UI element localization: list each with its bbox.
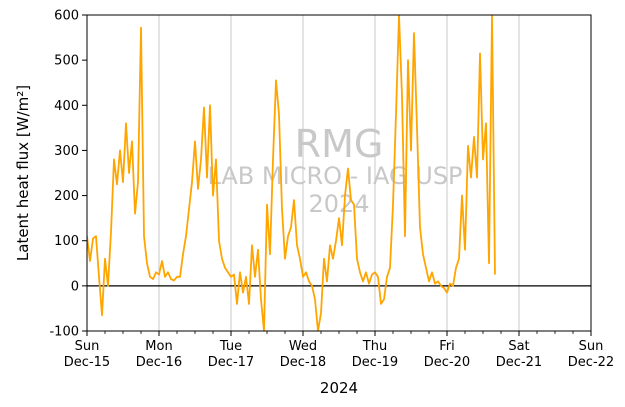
watermark-line1: RMG xyxy=(295,122,384,166)
y-tick-label: 600 xyxy=(54,9,79,24)
y-tick-label: -100 xyxy=(49,325,79,340)
x-tick-date: Dec-19 xyxy=(352,355,398,370)
x-tick-day: Wed xyxy=(289,339,317,354)
x-tick-date: Dec-21 xyxy=(496,355,542,370)
x-tick-day: Sat xyxy=(508,339,529,354)
x-tick-date: Dec-18 xyxy=(280,355,326,370)
y-tick-label: 200 xyxy=(54,189,79,204)
watermark-line2: LAB MICRO - IAG USP xyxy=(207,162,462,190)
x-tick-day: Fri xyxy=(439,339,455,354)
x-tick-date: Dec-22 xyxy=(568,355,614,370)
x-tick-day: Sun xyxy=(75,339,100,354)
x-axis-label: 2024 xyxy=(320,379,358,397)
x-tick-day: Thu xyxy=(362,339,387,354)
y-tick-label: 300 xyxy=(54,144,79,159)
x-tick-date: Dec-16 xyxy=(136,355,182,370)
x-tick-date: Dec-17 xyxy=(208,355,254,370)
y-axis-ticks: -100 0 100 200 300 400 500 600 xyxy=(49,9,87,340)
y-axis-label: Latent heat flux [W/m²] xyxy=(14,85,32,261)
series-line xyxy=(87,15,496,331)
series-layer xyxy=(87,15,496,331)
x-tick-day: Sun xyxy=(579,339,604,354)
x-axis-ticks: SunDec-15MonDec-16TueDec-17WedDec-18ThuD… xyxy=(64,331,614,370)
y-tick-label: 0 xyxy=(71,279,79,294)
x-tick-date: Dec-15 xyxy=(64,355,110,370)
y-tick-label: 500 xyxy=(54,54,79,69)
watermark: RMG LAB MICRO - IAG USP 2024 xyxy=(207,122,462,218)
y-tick-label: 100 xyxy=(54,234,79,249)
x-tick-date: Dec-20 xyxy=(424,355,470,370)
watermark-line3: 2024 xyxy=(308,190,369,218)
x-tick-day: Tue xyxy=(219,339,242,354)
vertical-gridlines xyxy=(158,15,520,331)
y-tick-label: 400 xyxy=(54,99,79,114)
x-tick-day: Mon xyxy=(145,339,172,354)
